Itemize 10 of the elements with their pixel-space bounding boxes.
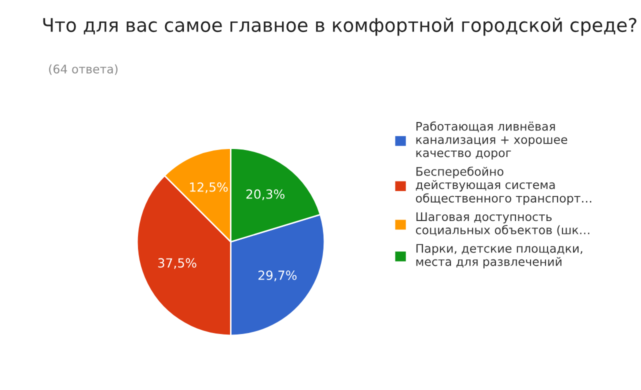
chart-subtitle: (64 ответа): [49, 64, 118, 75]
legend-label: Шаговая доступность социальных объектов (шк…: [416, 212, 590, 236]
data-label: 12,5%: [190, 182, 228, 194]
legend-label: Бесперебойно действующая система общественного транспорт…: [416, 166, 592, 205]
data-label: 29,7%: [258, 270, 297, 282]
chart-title: Что для вас самое главное в комфортной городской среде?: [43, 18, 636, 36]
data-label: 37,5%: [158, 258, 196, 269]
data-label: 20,3%: [246, 189, 284, 200]
legend-label: Парки, детские площадки, места для развлечений: [416, 244, 582, 268]
legend-label: Работающая ливнёвая канализация + хорошее качество дорог: [416, 121, 568, 160]
